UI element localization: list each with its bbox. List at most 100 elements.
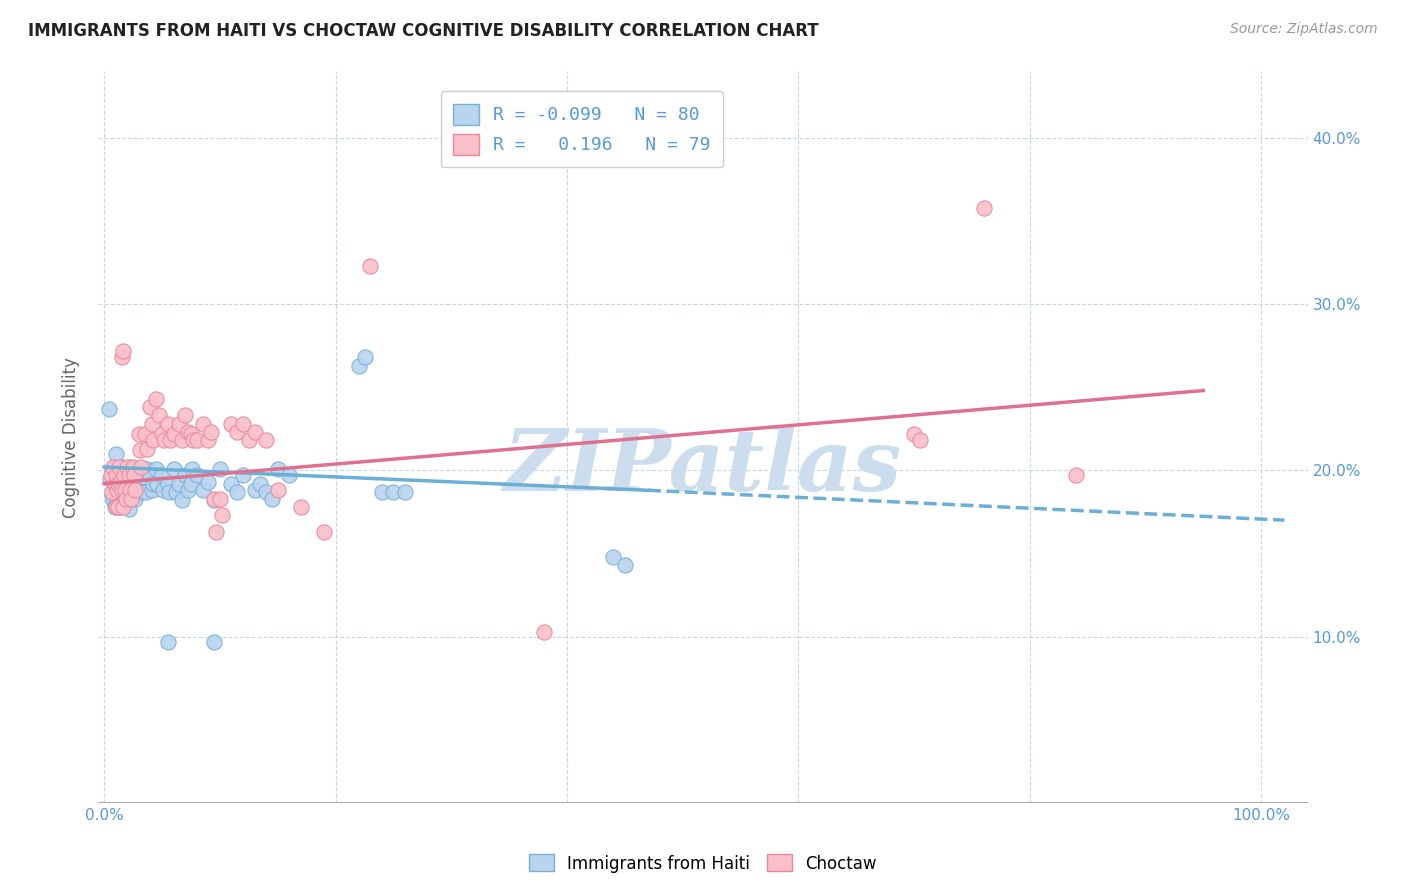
Text: Source: ZipAtlas.com: Source: ZipAtlas.com <box>1230 22 1378 37</box>
Point <box>186 468 208 483</box>
Point <box>613 558 636 573</box>
Point <box>267 483 290 498</box>
Point <box>146 476 169 491</box>
Point <box>104 476 127 491</box>
Point <box>107 476 129 491</box>
Point <box>104 497 127 511</box>
Point <box>347 359 370 373</box>
Point <box>111 343 134 358</box>
Point <box>112 468 135 483</box>
Point <box>152 483 174 498</box>
Point <box>973 201 995 215</box>
Point <box>243 483 266 498</box>
Point <box>232 468 254 483</box>
Point <box>176 425 198 439</box>
Point <box>260 491 283 506</box>
Point <box>115 484 138 499</box>
Point <box>142 476 165 491</box>
Point <box>157 484 180 499</box>
Point <box>170 493 193 508</box>
Point <box>148 409 170 423</box>
Point <box>150 468 173 483</box>
Point <box>128 426 150 441</box>
Point <box>221 476 243 491</box>
Point <box>114 468 136 483</box>
Point <box>903 426 925 441</box>
Point <box>136 461 159 475</box>
Point <box>129 484 152 499</box>
Point <box>191 483 214 498</box>
Point <box>290 500 312 514</box>
Point <box>104 476 127 491</box>
Point <box>110 351 132 365</box>
Point <box>1064 468 1087 483</box>
Point <box>104 447 127 461</box>
Point <box>97 401 120 416</box>
Point <box>101 484 124 499</box>
Point <box>108 460 131 475</box>
Point <box>243 425 266 439</box>
Point <box>117 491 139 506</box>
Point <box>208 461 231 475</box>
Point <box>254 434 277 448</box>
Point <box>180 476 202 491</box>
Point <box>202 493 225 508</box>
Point <box>122 460 145 475</box>
Point <box>232 417 254 431</box>
Point <box>186 434 208 448</box>
Point <box>202 491 225 506</box>
Point <box>112 495 135 509</box>
Point <box>197 475 219 489</box>
Point <box>111 486 134 500</box>
Point <box>117 460 139 475</box>
Point <box>249 476 271 491</box>
Point <box>170 434 193 448</box>
Point <box>100 468 122 483</box>
Point <box>312 524 335 539</box>
Point <box>124 491 146 506</box>
Point <box>602 549 624 564</box>
Legend: Immigrants from Haiti, Choctaw: Immigrants from Haiti, Choctaw <box>523 847 883 880</box>
Point <box>134 470 156 484</box>
Point <box>134 426 156 441</box>
Point <box>145 461 167 475</box>
Point <box>211 508 233 523</box>
Point <box>142 434 165 448</box>
Point <box>104 468 127 483</box>
Point <box>156 634 179 648</box>
Point <box>122 468 145 483</box>
Point <box>108 470 131 484</box>
Point <box>107 493 129 508</box>
Point <box>118 475 141 489</box>
Point <box>105 483 128 498</box>
Point <box>110 475 132 489</box>
Point <box>117 468 139 483</box>
Text: ZIPatlas: ZIPatlas <box>503 425 903 508</box>
Point <box>124 484 146 499</box>
Point <box>118 460 141 475</box>
Legend: R = -0.099   N = 80, R =   0.196   N = 79: R = -0.099 N = 80, R = 0.196 N = 79 <box>441 91 723 168</box>
Point <box>110 483 132 498</box>
Point <box>181 461 204 475</box>
Point <box>128 463 150 477</box>
Point <box>107 476 129 491</box>
Point <box>110 460 132 475</box>
Point <box>111 476 134 491</box>
Point <box>118 483 141 498</box>
Point <box>110 500 132 514</box>
Point <box>267 461 290 475</box>
Point <box>101 488 124 502</box>
Point <box>150 426 173 441</box>
Point <box>169 417 191 431</box>
Point <box>141 417 163 431</box>
Point <box>156 476 179 491</box>
Point <box>103 460 125 475</box>
Point <box>104 500 127 514</box>
Point <box>197 434 219 448</box>
Point <box>908 434 931 448</box>
Point <box>156 417 179 431</box>
Point <box>129 476 152 491</box>
Point <box>136 442 159 456</box>
Point <box>181 434 204 448</box>
Point <box>108 486 131 500</box>
